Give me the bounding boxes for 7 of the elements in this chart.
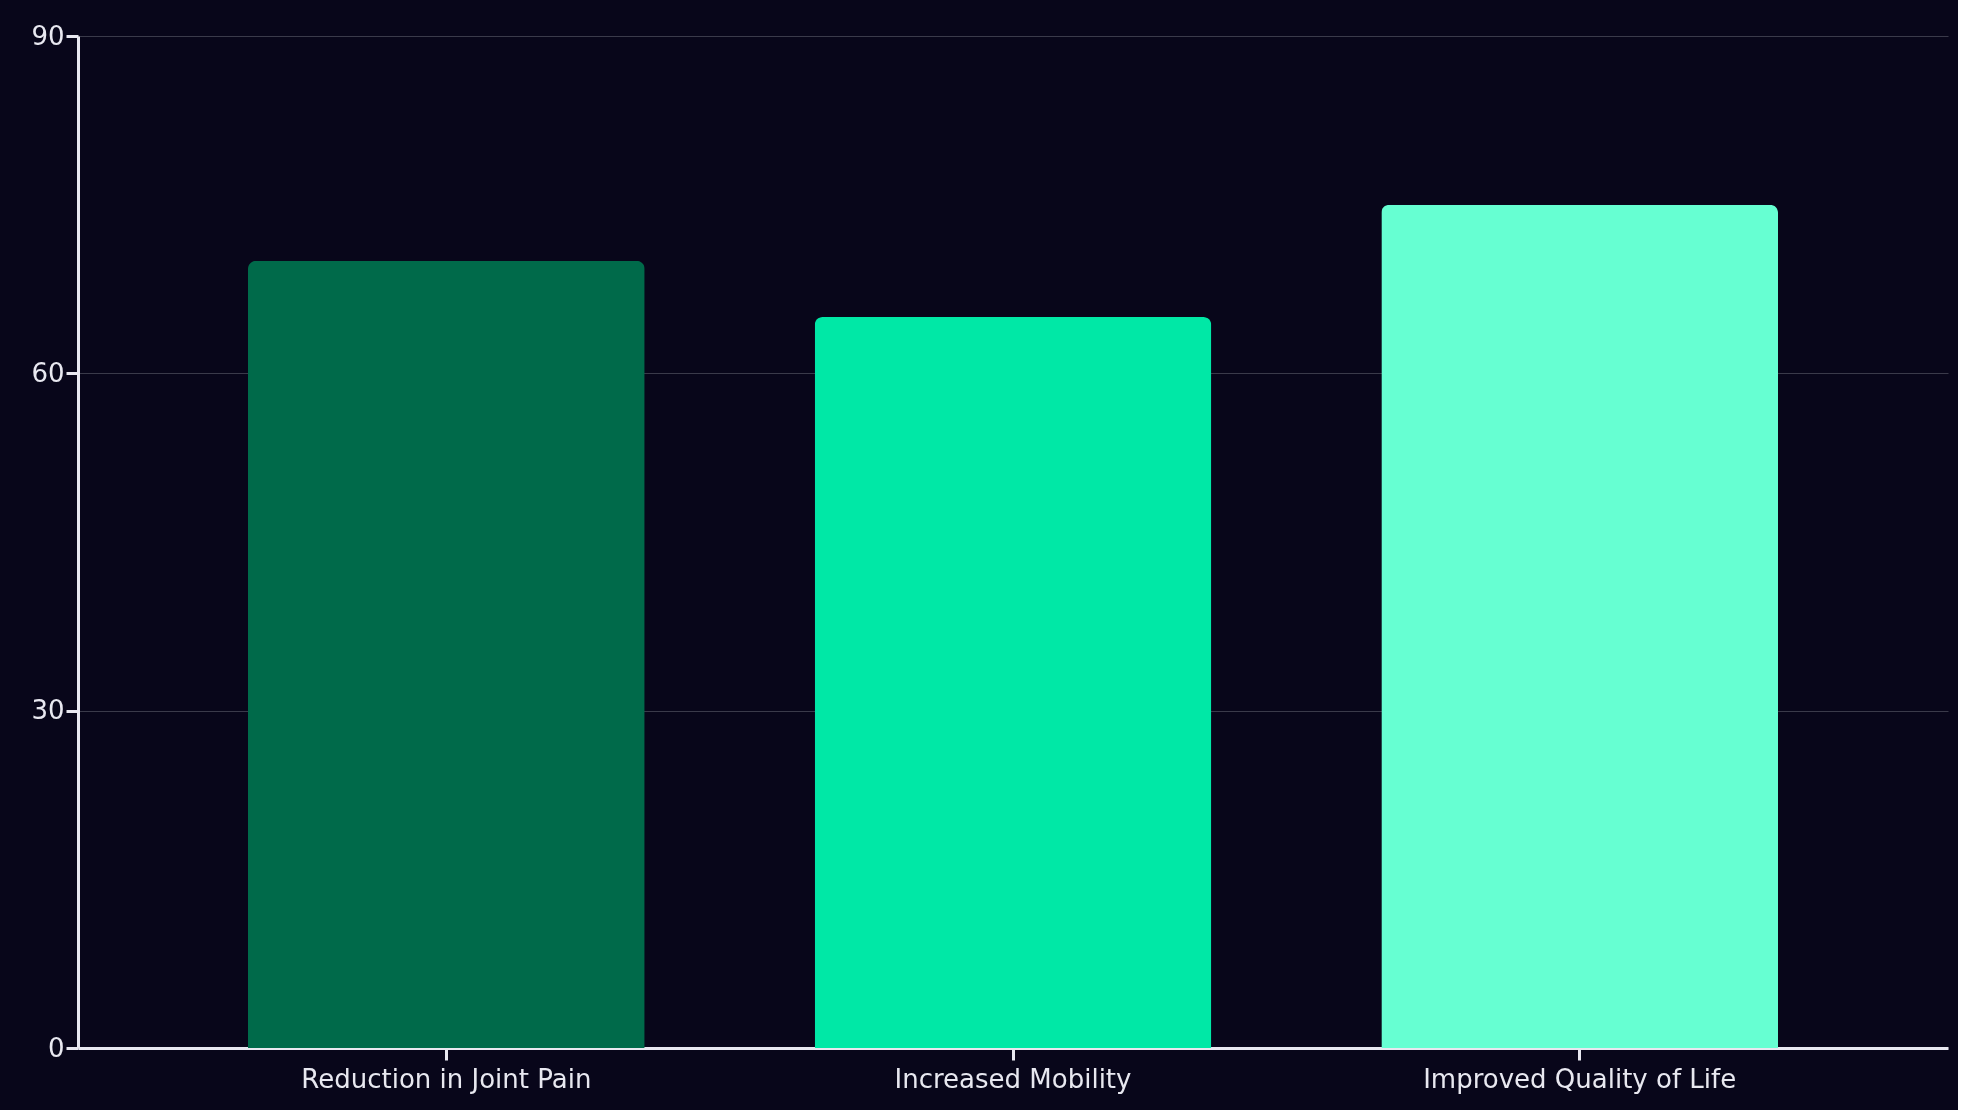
y-tick-label: 90 [31, 20, 65, 51]
y-tick-label: 0 [47, 1032, 65, 1063]
y-tick-label: 30 [31, 695, 65, 726]
x-tick-label: Increased Mobility [894, 1063, 1132, 1094]
x-tick-label: Improved Quality of Life [1423, 1063, 1737, 1094]
x-tick-label: Reduction in Joint Pain [301, 1063, 592, 1094]
y-tick-label: 60 [31, 357, 65, 388]
